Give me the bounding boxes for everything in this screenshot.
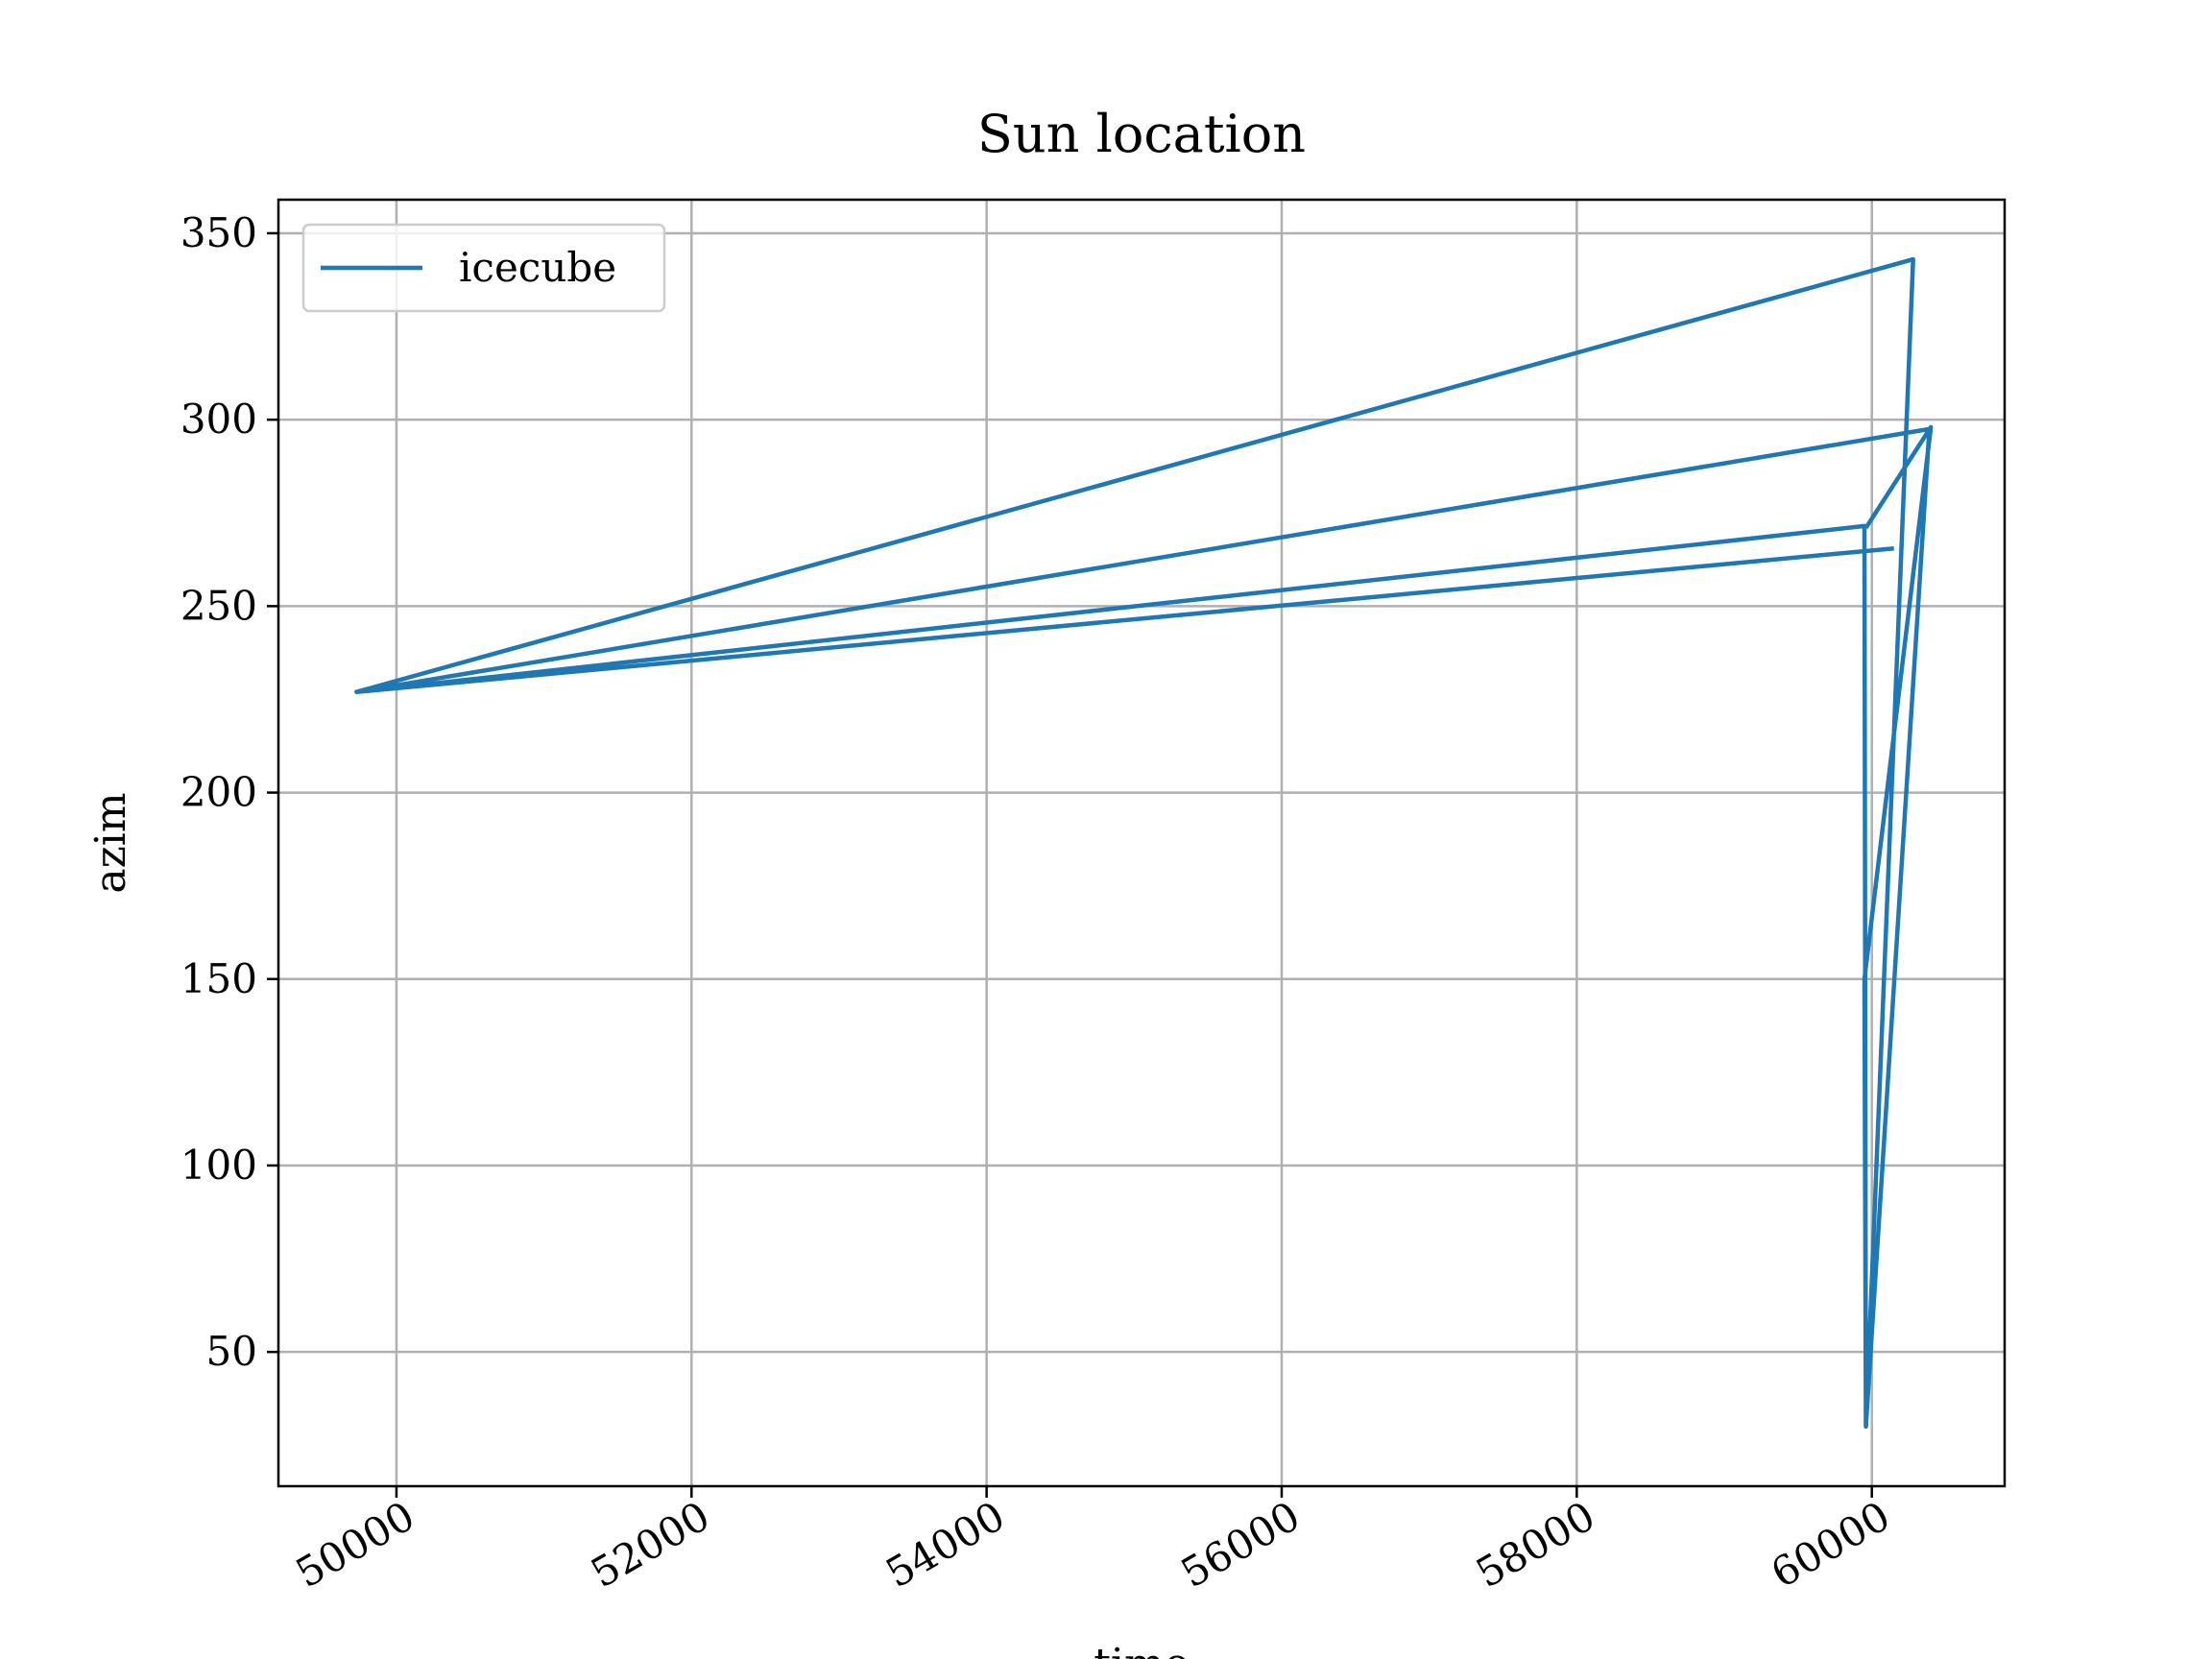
y-tick-label: 350 <box>180 209 257 256</box>
plot-frame <box>276 198 2007 1488</box>
y-axis: 50 100 150 200 250 300 350 <box>180 209 278 1375</box>
chart-title: Sun location <box>977 104 1306 164</box>
y-axis-title: azim <box>86 792 135 893</box>
y-tick-label: 300 <box>180 396 257 443</box>
series-line-icecube <box>354 256 1934 1430</box>
legend-label-icecube: icecube <box>459 244 616 291</box>
legend: icecube <box>301 223 666 313</box>
y-tick-label: 50 <box>206 1328 257 1375</box>
y-tick-label: 250 <box>180 582 257 629</box>
series-layer <box>354 256 1934 1430</box>
legend-box <box>301 223 666 313</box>
x-axis-title: time <box>1094 1640 1190 1659</box>
y-tick-label: 100 <box>180 1142 257 1189</box>
y-tick-label: 200 <box>180 769 257 816</box>
y-tick-label: 150 <box>180 955 257 1002</box>
